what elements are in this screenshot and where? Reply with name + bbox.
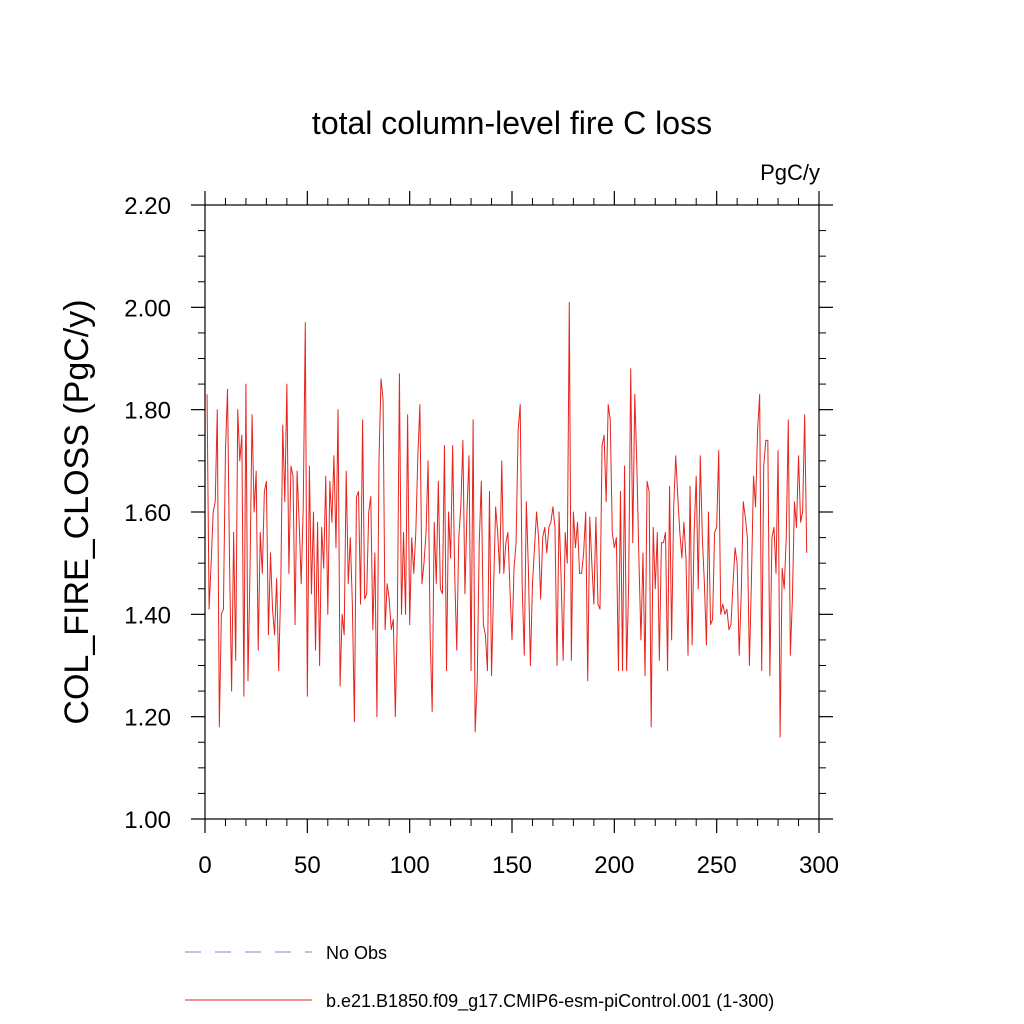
plot-frame [204, 204, 820, 820]
y-tick-label: 1.60 [124, 500, 171, 527]
units-label: PgC/y [760, 160, 820, 185]
y-tick-label: 1.20 [124, 705, 171, 732]
chart-title: total column-level fire C loss [312, 105, 712, 141]
legend-label-control-run: b.e21.B1850.f09_g17.CMIP6-esm-piControl.… [326, 991, 774, 1012]
x-tick-label: 200 [594, 852, 634, 879]
x-axis: 0 50 100 150 200 250 300 [198, 191, 839, 879]
plot-area [206, 301, 808, 738]
y-tick-label: 1.00 [124, 807, 171, 834]
legend: No Obs b.e21.B1850.f09_g17.CMIP6-esm-piC… [185, 943, 774, 1012]
x-tick-label: 250 [697, 852, 737, 879]
y-tick-label: 1.40 [124, 602, 171, 629]
x-tick-label: 50 [294, 852, 321, 879]
series-line-control-run [206, 301, 808, 738]
y-axis: 1.00 1.20 1.40 1.60 1.80 2.00 2.20 [124, 193, 833, 834]
legend-label-no-obs: No Obs [326, 943, 387, 963]
y-tick-label: 2.20 [124, 193, 171, 220]
x-tick-label: 300 [799, 852, 839, 879]
x-tick-label: 150 [492, 852, 532, 879]
x-tick-label: 100 [390, 852, 430, 879]
y-axis-label: COL_FIRE_CLOSS (PgC/y) [58, 299, 96, 724]
y-tick-label: 1.80 [124, 398, 171, 425]
y-tick-label: 2.00 [124, 295, 171, 322]
x-tick-label: 0 [198, 852, 211, 879]
